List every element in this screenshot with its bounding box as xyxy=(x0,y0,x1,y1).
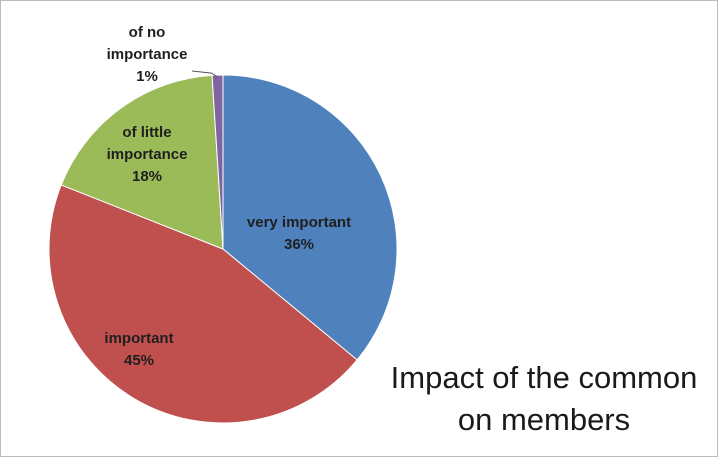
pie-slice-important xyxy=(48,184,358,424)
slice-label-line: very important xyxy=(247,214,351,231)
slice-label-line: of no xyxy=(129,24,166,41)
slice-label-line: 45% xyxy=(124,352,154,369)
slice-label-of-no-importance: of no importance 1% xyxy=(107,24,188,85)
slice-label-important: important 45% xyxy=(104,330,173,369)
pie-slice-very-important xyxy=(222,74,398,361)
slice-label-line: importance xyxy=(107,46,188,63)
slice-label-line: of little xyxy=(122,124,171,141)
chart-title: Impact of the common on members xyxy=(371,357,717,441)
slice-label-line: 1% xyxy=(136,68,158,85)
slice-label-very-important: very important 36% xyxy=(247,214,351,253)
chart-title-line-1: Impact of the common xyxy=(390,360,698,395)
pie-slice-of-no-importance xyxy=(211,74,224,250)
slice-label-line: 18% xyxy=(132,168,162,185)
chart-title-line-2: on members xyxy=(457,402,631,437)
slice-label-line: 36% xyxy=(284,236,314,253)
leader-line-of-no-importance xyxy=(191,70,218,78)
pie-slice-of-little-importance xyxy=(60,74,224,250)
slice-label-of-little-importance: of little importance 18% xyxy=(107,124,188,185)
slice-label-line: important xyxy=(104,330,173,347)
slice-label-line: importance xyxy=(107,146,188,163)
